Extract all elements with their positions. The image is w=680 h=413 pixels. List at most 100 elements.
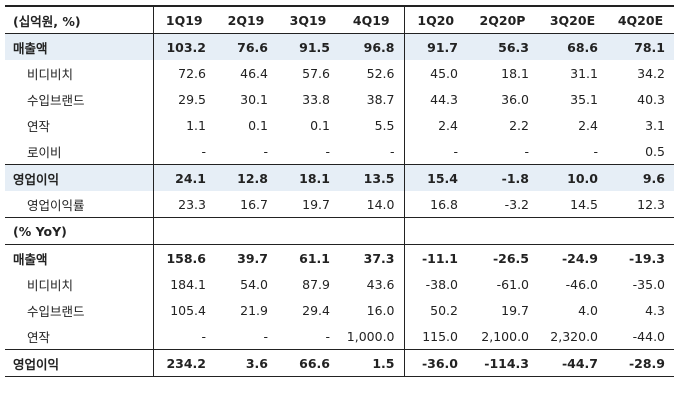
table-cell: 91.7 (403, 33, 467, 60)
table-cell: 23.3 (152, 191, 215, 218)
table-cell: - (403, 138, 467, 165)
column-header: 1Q20 (403, 5, 467, 34)
table-cell: 1,000.0 (346, 328, 395, 344)
table-cell: -19.3 (607, 244, 674, 271)
table-cell: 57.6 (302, 65, 330, 81)
table-cell: 61.1 (277, 244, 339, 271)
table-cell: 105.4 (152, 297, 215, 323)
table-cell: 10.0 (538, 164, 607, 191)
table-cell: -46.0 (565, 276, 598, 292)
table-row: 연작 1.1 0.1 0.1 5.5 2.4 2.2 2.4 3.1 (5, 112, 674, 138)
table-cell: 16.8 (403, 191, 467, 218)
table-row: 영업이익 24.1 12.8 18.1 13.5 15.4 -1.8 10.0 … (5, 164, 674, 191)
table-cell: -44.7 (538, 349, 607, 377)
row-label: 연작 (27, 118, 51, 134)
table-cell: 36.0 (501, 91, 529, 107)
table-row: 영업이익률 23.3 16.7 19.7 14.0 16.8 -3.2 14.5… (5, 191, 674, 218)
table-cell: 43.6 (366, 276, 395, 292)
table-cell: -24.9 (538, 244, 607, 271)
row-label: 수입브랜드 (27, 92, 85, 108)
table-cell: 115.0 (403, 323, 467, 350)
table-row: 로이비 - - - - - - - 0.5 (5, 138, 674, 165)
empty-cell (538, 217, 607, 245)
table-cell: 12.8 (215, 164, 277, 191)
table-cell: 2,100.0 (481, 328, 529, 344)
table-cell: 45.0 (403, 60, 467, 86)
empty-cell (403, 217, 467, 245)
table-cell: 96.8 (339, 33, 404, 60)
table-cell: 46.4 (240, 65, 268, 81)
section-header-row: (% YoY) (5, 217, 674, 245)
table-cell: 16.7 (240, 196, 268, 212)
table-cell: 0.1 (310, 117, 330, 133)
table-cell: 0.1 (248, 117, 268, 133)
table-cell: - (325, 143, 330, 159)
table-cell: 16.0 (366, 302, 395, 318)
row-label: 수입브랜드 (27, 303, 85, 319)
table-cell: -1.8 (467, 164, 538, 191)
column-header: 2Q20P (467, 5, 538, 34)
table-cell: - (152, 138, 215, 165)
table-cell: - (524, 143, 529, 159)
table-cell: 158.6 (152, 244, 215, 271)
table-cell: -44.0 (632, 328, 665, 344)
table-cell: 66.6 (277, 349, 339, 377)
table-cell: 40.3 (637, 91, 665, 107)
table-cell: 37.3 (339, 244, 404, 271)
table-cell: - (593, 143, 598, 159)
row-label: 연작 (27, 329, 51, 345)
table-header-row: (십억원, %) 1Q19 2Q19 3Q19 4Q19 1Q20 2Q20P … (5, 5, 674, 34)
table-cell: 72.6 (152, 60, 215, 86)
table-cell: 19.7 (501, 302, 529, 318)
row-label: 비디비치 (27, 66, 74, 82)
table-cell: -35.0 (632, 276, 665, 292)
row-label: 영업이익 (5, 349, 153, 377)
empty-cell (152, 217, 215, 245)
table-row: 매출액 158.6 39.7 61.1 37.3 -11.1 -26.5 -24… (5, 244, 674, 271)
table-cell: - (263, 143, 268, 159)
table-cell: 29.5 (152, 86, 215, 112)
empty-cell (467, 217, 538, 245)
table-cell: 0.5 (645, 143, 665, 159)
table-cell: 15.4 (403, 164, 467, 191)
row-label: 매출액 (5, 244, 153, 271)
table-row: 연작 - - - 1,000.0 115.0 2,100.0 2,320.0 -… (5, 323, 674, 350)
empty-cell (607, 217, 674, 245)
empty-cell (339, 217, 404, 245)
table-cell: -61.0 (496, 276, 529, 292)
table-cell: 13.5 (339, 164, 404, 191)
row-label: 로이비 (27, 144, 62, 160)
table-cell: 18.1 (501, 65, 529, 81)
table-row: 비디비치 72.6 46.4 57.6 52.6 45.0 18.1 31.1 … (5, 60, 674, 86)
table-cell: 3.1 (645, 117, 665, 133)
table-cell: 29.4 (302, 302, 330, 318)
table-cell: 21.9 (240, 302, 268, 318)
empty-cell (215, 217, 277, 245)
table-cell: 34.2 (637, 65, 665, 81)
column-header: 4Q20E (607, 5, 674, 34)
table-cell: -26.5 (467, 244, 538, 271)
row-label: 매출액 (5, 33, 153, 60)
table-cell: 4.0 (578, 302, 598, 318)
table-cell: 9.6 (607, 164, 674, 191)
table-cell: 18.1 (277, 164, 339, 191)
column-header: 2Q19 (215, 5, 277, 34)
table-cell: -28.9 (607, 349, 674, 377)
table-cell: 30.1 (240, 91, 268, 107)
row-label: 영업이익 (5, 164, 153, 191)
table-cell: 50.2 (403, 297, 467, 323)
table-cell: 14.0 (366, 196, 395, 212)
table-cell: 24.1 (152, 164, 215, 191)
table-row: 영업이익 234.2 3.6 66.6 1.5 -36.0 -114.3 -44… (5, 349, 674, 377)
table-cell: 38.7 (366, 91, 395, 107)
table-cell: 87.9 (302, 276, 330, 292)
table-cell: -3.2 (504, 196, 529, 212)
table-cell: 2.4 (403, 112, 467, 138)
row-label: 영업이익률 (27, 197, 85, 213)
table-cell: 39.7 (215, 244, 277, 271)
table-cell: 184.1 (152, 271, 215, 297)
table-cell: 5.5 (374, 117, 395, 133)
table-cell: 2,320.0 (550, 328, 598, 344)
table-cell: 14.5 (570, 196, 598, 212)
table-cell: -11.1 (403, 244, 467, 271)
